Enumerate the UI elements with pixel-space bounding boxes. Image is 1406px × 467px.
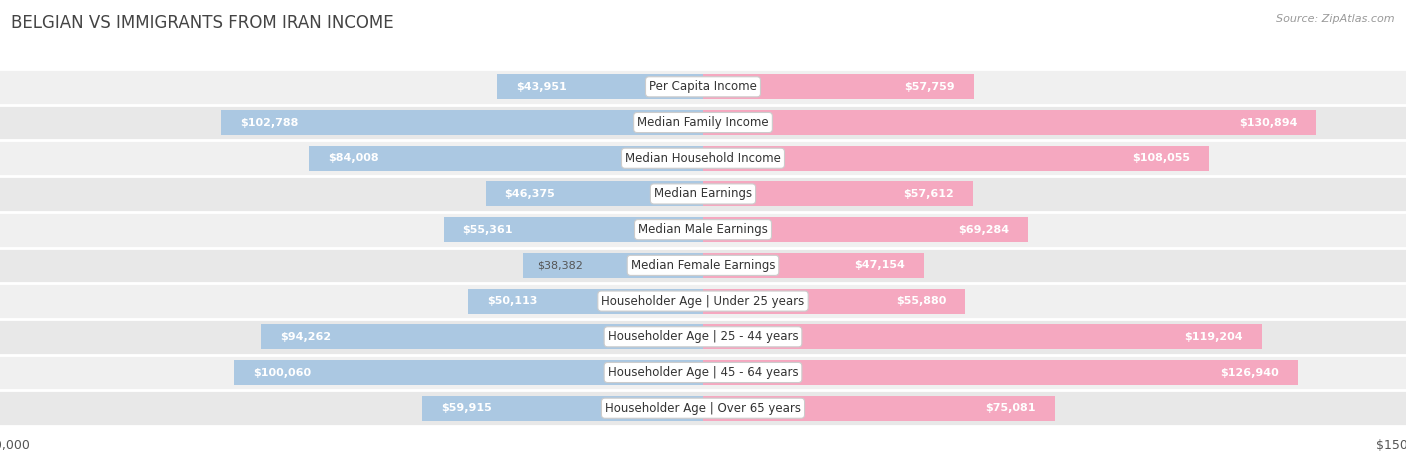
- Text: Median Family Income: Median Family Income: [637, 116, 769, 129]
- Text: $59,915: $59,915: [441, 403, 492, 413]
- Bar: [309, 146, 703, 171]
- Bar: [0, 319, 1406, 354]
- Bar: [0, 105, 1406, 141]
- Text: Median Female Earnings: Median Female Earnings: [631, 259, 775, 272]
- Text: Median Male Earnings: Median Male Earnings: [638, 223, 768, 236]
- Bar: [703, 146, 1209, 171]
- Text: Source: ZipAtlas.com: Source: ZipAtlas.com: [1277, 14, 1395, 24]
- Bar: [703, 360, 1298, 385]
- Bar: [0, 390, 1406, 426]
- Bar: [0, 69, 1406, 105]
- Text: $47,154: $47,154: [855, 261, 905, 270]
- Text: $102,788: $102,788: [240, 118, 298, 127]
- Bar: [0, 141, 1406, 176]
- Bar: [221, 110, 703, 135]
- Bar: [703, 324, 1261, 349]
- Bar: [523, 253, 703, 278]
- Bar: [703, 253, 924, 278]
- Text: $69,284: $69,284: [957, 225, 1010, 234]
- Bar: [422, 396, 703, 421]
- Bar: [262, 324, 703, 349]
- Bar: [703, 182, 973, 206]
- Bar: [703, 396, 1054, 421]
- Bar: [0, 212, 1406, 248]
- Text: $130,894: $130,894: [1239, 118, 1298, 127]
- Legend: Belgian, Immigrants from Iran: Belgian, Immigrants from Iran: [578, 462, 828, 467]
- Bar: [703, 217, 1028, 242]
- Text: $108,055: $108,055: [1133, 153, 1191, 163]
- Text: $43,951: $43,951: [516, 82, 567, 92]
- Text: $55,880: $55,880: [896, 296, 946, 306]
- Bar: [0, 354, 1406, 390]
- Bar: [0, 283, 1406, 319]
- Text: $46,375: $46,375: [505, 189, 555, 199]
- Text: Per Capita Income: Per Capita Income: [650, 80, 756, 93]
- Text: $75,081: $75,081: [986, 403, 1036, 413]
- Bar: [233, 360, 703, 385]
- Text: $50,113: $50,113: [486, 296, 537, 306]
- Text: Householder Age | Over 65 years: Householder Age | Over 65 years: [605, 402, 801, 415]
- Text: $38,382: $38,382: [537, 261, 583, 270]
- Text: Householder Age | 45 - 64 years: Householder Age | 45 - 64 years: [607, 366, 799, 379]
- Text: $100,060: $100,060: [253, 368, 311, 377]
- Text: $84,008: $84,008: [328, 153, 378, 163]
- Text: $126,940: $126,940: [1220, 368, 1279, 377]
- Bar: [468, 289, 703, 313]
- Bar: [703, 74, 974, 99]
- Text: Median Household Income: Median Household Income: [626, 152, 780, 165]
- Text: $94,262: $94,262: [280, 332, 330, 342]
- Text: $55,361: $55,361: [463, 225, 513, 234]
- Text: Median Earnings: Median Earnings: [654, 187, 752, 200]
- Text: $57,612: $57,612: [904, 189, 955, 199]
- Bar: [0, 176, 1406, 212]
- Text: Householder Age | 25 - 44 years: Householder Age | 25 - 44 years: [607, 330, 799, 343]
- Bar: [496, 74, 703, 99]
- Bar: [443, 217, 703, 242]
- Bar: [703, 289, 965, 313]
- Text: Householder Age | Under 25 years: Householder Age | Under 25 years: [602, 295, 804, 308]
- Text: BELGIAN VS IMMIGRANTS FROM IRAN INCOME: BELGIAN VS IMMIGRANTS FROM IRAN INCOME: [11, 14, 394, 32]
- Bar: [0, 248, 1406, 283]
- Bar: [703, 110, 1316, 135]
- Bar: [485, 182, 703, 206]
- Text: $57,759: $57,759: [904, 82, 955, 92]
- Text: $119,204: $119,204: [1184, 332, 1243, 342]
